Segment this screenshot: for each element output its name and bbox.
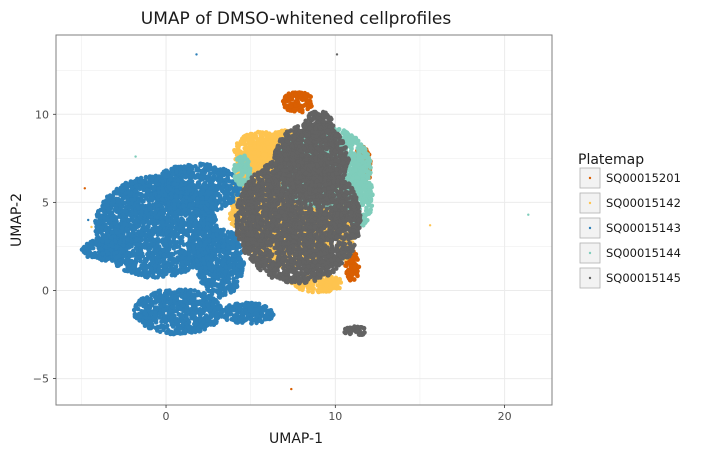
scatter-point	[290, 94, 295, 100]
scatter-point	[354, 272, 360, 277]
scatter-point	[305, 97, 310, 103]
scatter-point	[355, 268, 360, 274]
scatter-point	[238, 139, 244, 144]
scatter-point	[263, 130, 269, 135]
scatter-point	[307, 94, 313, 99]
scatter-point	[352, 252, 358, 257]
scatter-point	[227, 216, 233, 221]
scatter-point	[252, 150, 257, 156]
scatter-point	[282, 104, 288, 110]
scatter-point	[253, 135, 258, 140]
scatter-point	[288, 104, 294, 109]
scatter-point	[287, 108, 293, 113]
scatter-point	[245, 145, 250, 151]
scatter-point	[295, 95, 300, 101]
scatter-point	[283, 93, 289, 99]
scatter-point	[301, 103, 307, 108]
scatter-point	[309, 103, 314, 109]
scatter-point	[296, 101, 301, 107]
scatter-point	[290, 387, 293, 391]
scatter-point	[293, 92, 298, 97]
scatter-point	[291, 107, 297, 113]
scatter-point	[277, 130, 282, 135]
scatter-point	[90, 225, 93, 229]
scatter-point	[256, 151, 261, 156]
scatter-point	[322, 287, 327, 292]
scatter-point	[270, 133, 276, 139]
scatter-point	[266, 145, 271, 150]
scatter-point	[228, 211, 233, 217]
scatter-point	[259, 137, 265, 143]
scatter-point	[265, 140, 270, 146]
scatter-point	[428, 224, 432, 227]
scatter-point	[309, 284, 315, 290]
scatter-point	[306, 289, 311, 294]
chart-title: UMAP of DMSO-whitened cellprofiles	[141, 9, 452, 29]
scatter-point	[248, 131, 253, 137]
scatter-point	[346, 269, 351, 274]
scatter-point	[345, 261, 350, 266]
scatter-point	[331, 282, 337, 287]
scatter-point	[152, 263, 158, 269]
scatter-point	[252, 144, 257, 149]
scatter-point	[286, 96, 292, 102]
scatter-point	[249, 138, 254, 143]
scatter-point	[324, 283, 330, 288]
scatter-point	[282, 100, 287, 106]
scatter-point	[255, 141, 261, 146]
scatter-point	[268, 149, 273, 154]
scatter-point	[348, 258, 354, 264]
scatter-point	[319, 279, 325, 284]
scatter-point	[352, 264, 357, 270]
scatter-point	[346, 275, 352, 281]
scatter-point	[352, 277, 357, 282]
scatter-point	[249, 155, 254, 161]
scatter-point	[241, 135, 247, 140]
scatter-point	[303, 94, 308, 99]
scatter-point	[232, 149, 238, 155]
scatter-point	[336, 279, 342, 285]
scatter-point	[356, 264, 362, 270]
data-points	[79, 53, 530, 391]
scatter-point	[83, 187, 87, 190]
scatter-point	[316, 289, 321, 295]
scatter-point	[328, 279, 333, 284]
